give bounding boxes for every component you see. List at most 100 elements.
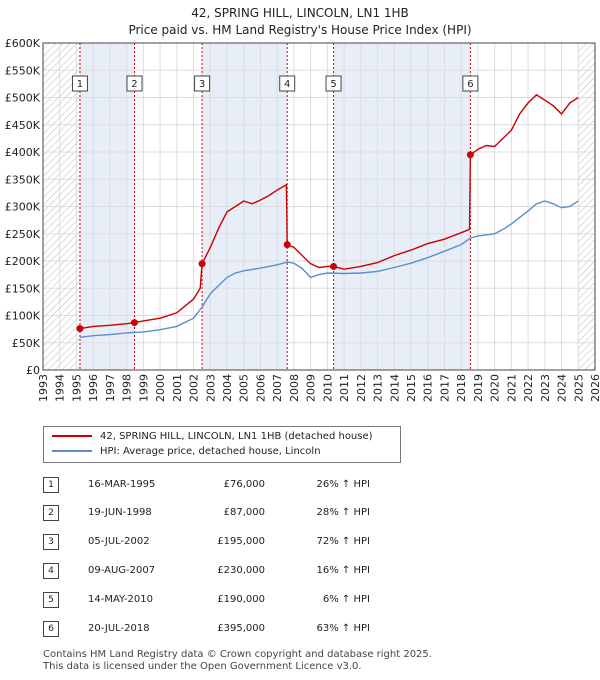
- sale-label-box: [325, 75, 342, 92]
- sale-date: 14-MAY-2010: [88, 594, 154, 605]
- sale-hpi-diff: 72% ↑ HPI: [316, 536, 370, 547]
- sale-point: [130, 319, 138, 327]
- legend-label-property: 42, SPRING HILL, LINCOLN, LN1 1HB (detac…: [100, 431, 373, 442]
- sale-number-badge: 3: [43, 534, 59, 550]
- x-tick-label: 2006: [254, 374, 267, 402]
- x-tick-label: 2012: [355, 374, 368, 402]
- x-tick-label: 2019: [472, 374, 485, 402]
- footer-licence: This data is licensed under the Open Gov…: [43, 661, 362, 672]
- legend-item-property: 42, SPRING HILL, LINCOLN, LN1 1HB (detac…: [52, 430, 373, 444]
- legend-label-hpi: HPI: Average price, detached house, Linc…: [100, 446, 321, 457]
- sale-price: £230,000: [217, 565, 265, 576]
- sale-date: 09-AUG-2007: [88, 565, 156, 576]
- x-tick-label: 2003: [204, 374, 217, 402]
- x-tick-label: 1997: [104, 374, 117, 402]
- sale-hpi-diff: 28% ↑ HPI: [316, 507, 370, 518]
- x-tick-label: 2010: [321, 374, 334, 402]
- x-tick-label: 2000: [154, 374, 167, 402]
- sale-number-badge: 4: [43, 563, 59, 579]
- sale-hpi-diff: 26% ↑ HPI: [316, 479, 370, 490]
- y-tick-label: £250K: [5, 228, 41, 241]
- chart-legend: 42, SPRING HILL, LINCOLN, LN1 1HB (detac…: [43, 426, 401, 463]
- sale-label-box: [462, 75, 479, 92]
- x-tick-label: 2017: [438, 374, 451, 402]
- x-tick-label: 2008: [288, 374, 301, 402]
- sale-label-box: [194, 75, 211, 92]
- x-tick-label: 2009: [305, 374, 318, 402]
- sale-price: £76,000: [223, 479, 265, 490]
- sale-label-number: 2: [131, 79, 137, 90]
- x-tick-label: 2020: [489, 374, 502, 402]
- x-tick-label: 1996: [87, 374, 100, 402]
- y-tick-label: £450K: [5, 119, 41, 132]
- table-row: 6 20-JUL-2018 £395,000 63% ↑ HPI: [0, 620, 600, 638]
- x-tick-label: 2004: [221, 374, 234, 402]
- x-tick-label: 2013: [372, 374, 385, 402]
- price-chart: £0 £50K £100K £150K £200K £250K £300K £350K £400…: [5, 37, 600, 402]
- chart-subtitle: Price paid vs. HM Land Registry's House …: [128, 23, 472, 37]
- sale-label-number: 6: [467, 79, 473, 90]
- sale-hpi-diff: 6% ↑ HPI: [322, 594, 370, 605]
- y-tick-label: £600K: [5, 37, 41, 50]
- x-tick-label: 2014: [388, 374, 401, 402]
- y-tick-label: £100K: [5, 310, 41, 323]
- x-tick-label: 2026: [589, 374, 600, 402]
- legend-swatch-property: [52, 435, 92, 437]
- table-row: 4 09-AUG-2007 £230,000 16% ↑ HPI: [0, 562, 600, 580]
- y-tick-label: £500K: [5, 92, 41, 105]
- table-row: 1 16-MAR-1995 £76,000 26% ↑ HPI: [0, 476, 600, 494]
- y-tick-label: £400K: [5, 146, 41, 159]
- sale-price: £395,000: [217, 623, 265, 634]
- x-tick-label: 2007: [271, 374, 284, 402]
- sale-label-number: 4: [284, 79, 290, 90]
- sale-point: [466, 151, 474, 159]
- sale-hpi-diff: 63% ↑ HPI: [316, 623, 370, 634]
- sale-label-box: [71, 75, 88, 92]
- x-tick-label: 1994: [54, 374, 67, 402]
- x-tick-label: 1993: [37, 374, 50, 402]
- x-tick-label: 2001: [171, 374, 184, 402]
- table-row: 3 05-JUL-2002 £195,000 72% ↑ HPI: [0, 533, 600, 551]
- x-tick-label: 2011: [338, 374, 351, 402]
- sale-price: £190,000: [217, 594, 265, 605]
- sale-point: [283, 241, 291, 249]
- sale-date: 20-JUL-2018: [88, 623, 150, 634]
- x-tick-label: 2018: [455, 374, 468, 402]
- sale-point: [330, 262, 338, 270]
- y-tick-label: £50K: [12, 337, 41, 350]
- sale-label-number: 1: [77, 79, 83, 90]
- x-tick-label: 2021: [505, 374, 518, 402]
- sale-point: [76, 325, 84, 333]
- y-tick-label: £550K: [5, 64, 41, 77]
- hpi-line: [79, 200, 579, 338]
- table-row: 2 19-JUN-1998 £87,000 28% ↑ HPI: [0, 504, 600, 522]
- x-tick-label: 1995: [70, 374, 83, 402]
- sale-date: 19-JUN-1998: [88, 507, 152, 518]
- sale-number-badge: 1: [43, 477, 59, 493]
- x-tick-label: 2002: [188, 374, 201, 402]
- x-tick-label: 2016: [422, 374, 435, 402]
- chart-title: 42, SPRING HILL, LINCOLN, LN1 1HB: [191, 6, 409, 20]
- sale-date: 05-JUL-2002: [88, 536, 150, 547]
- y-tick-label: £150K: [5, 282, 41, 295]
- footer-copyright: Contains HM Land Registry data © Crown c…: [43, 649, 432, 660]
- y-tick-label: £0: [26, 364, 40, 377]
- sale-number-badge: 5: [43, 592, 59, 608]
- y-tick-label: £300K: [5, 201, 41, 214]
- x-tick-label: 2025: [572, 374, 585, 402]
- sale-number-badge: 6: [43, 621, 59, 637]
- sale-label-box: [279, 75, 296, 92]
- sale-price: £195,000: [217, 536, 265, 547]
- x-tick-label: 1998: [121, 374, 134, 402]
- sale-price: £87,000: [223, 507, 265, 518]
- legend-item-hpi: HPI: Average price, detached house, Linc…: [52, 445, 321, 459]
- sale-label-number: 3: [199, 79, 205, 90]
- sale-point: [198, 260, 206, 268]
- property-price-line: [79, 93, 579, 330]
- y-tick-label: £200K: [5, 255, 41, 268]
- sale-label-box: [126, 75, 143, 92]
- sale-hpi-diff: 16% ↑ HPI: [316, 565, 370, 576]
- x-tick-label: 2023: [539, 374, 552, 402]
- sale-number-badge: 2: [43, 505, 59, 521]
- plot-frame: [42, 42, 596, 371]
